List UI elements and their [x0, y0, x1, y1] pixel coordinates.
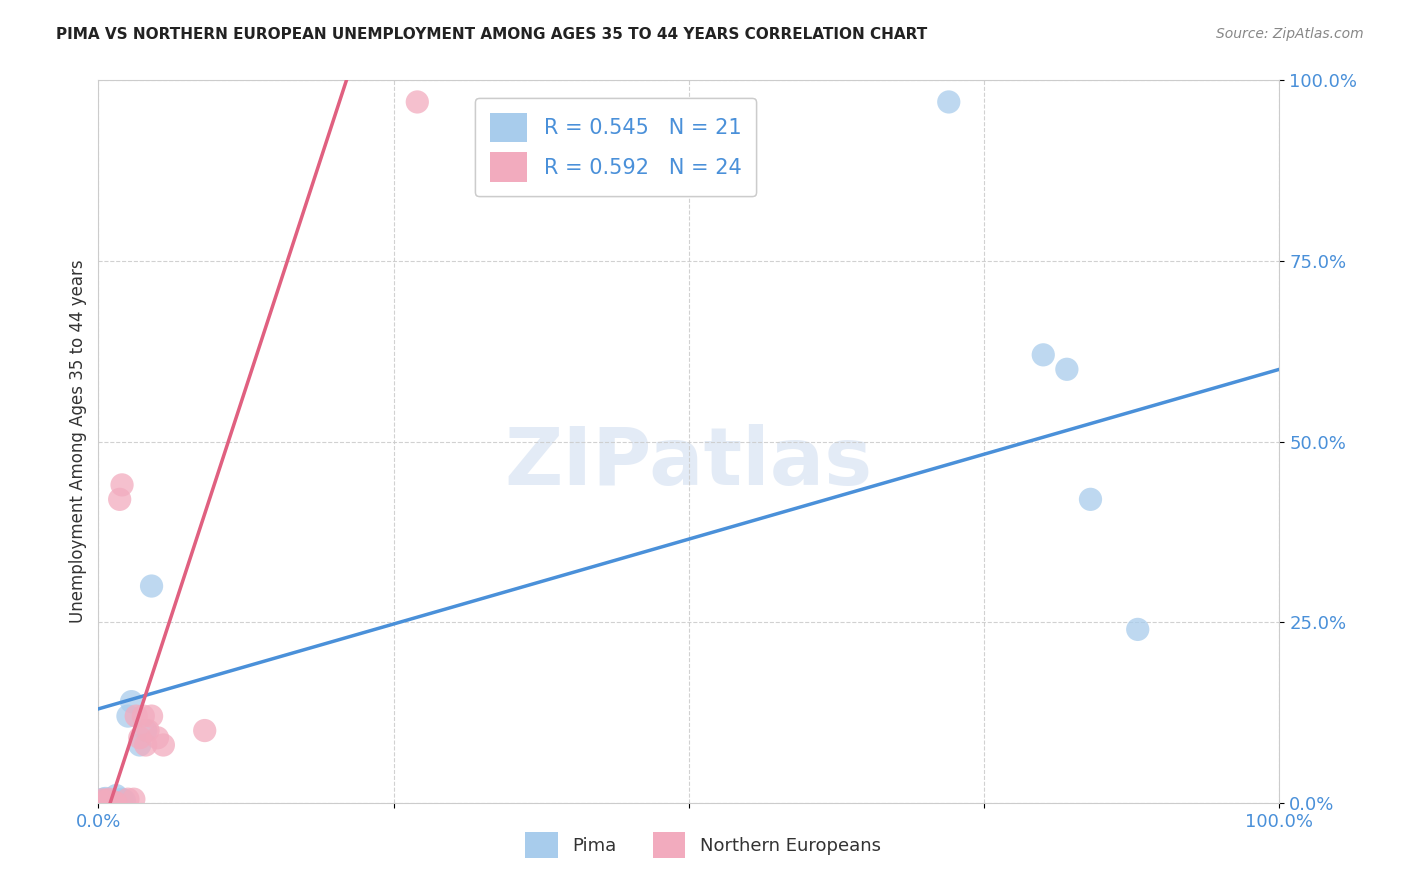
Point	[117, 709, 139, 723]
Point	[152, 738, 174, 752]
Point	[96, 794, 118, 808]
Point	[111, 792, 134, 806]
Point	[132, 709, 155, 723]
Point	[406, 95, 429, 109]
Point	[104, 796, 127, 810]
Legend: R = 0.545   N = 21, R = 0.592   N = 24: R = 0.545 N = 21, R = 0.592 N = 24	[475, 98, 756, 196]
Point	[1080, 492, 1102, 507]
Point	[97, 794, 120, 808]
Point	[91, 793, 114, 807]
Point	[1032, 348, 1054, 362]
Point	[101, 796, 124, 810]
Point	[98, 796, 121, 810]
Point	[146, 731, 169, 745]
Text: PIMA VS NORTHERN EUROPEAN UNEMPLOYMENT AMONG AGES 35 TO 44 YEARS CORRELATION CHA: PIMA VS NORTHERN EUROPEAN UNEMPLOYMENT A…	[56, 27, 928, 42]
Point	[112, 794, 135, 808]
Point	[98, 792, 121, 806]
Y-axis label: Unemployment Among Ages 35 to 44 years: Unemployment Among Ages 35 to 44 years	[69, 260, 87, 624]
Point	[122, 792, 145, 806]
Point	[91, 794, 114, 808]
Point	[93, 796, 115, 810]
Point	[938, 95, 960, 109]
Text: Source: ZipAtlas.com: Source: ZipAtlas.com	[1216, 27, 1364, 41]
Point	[128, 738, 150, 752]
Point	[136, 723, 159, 738]
Point	[121, 695, 143, 709]
Point	[97, 796, 120, 810]
Point	[108, 492, 131, 507]
Point	[98, 796, 121, 810]
Point	[105, 796, 128, 810]
Point	[104, 796, 127, 810]
Point	[135, 723, 157, 738]
Point	[1126, 623, 1149, 637]
Point	[111, 478, 134, 492]
Point	[93, 794, 115, 808]
Point	[91, 792, 114, 806]
Point	[135, 738, 157, 752]
Text: ZIPatlas: ZIPatlas	[505, 425, 873, 502]
Point	[141, 709, 163, 723]
Point	[117, 792, 139, 806]
Point	[1056, 362, 1078, 376]
Point	[94, 796, 117, 810]
Point	[94, 791, 117, 805]
Point	[105, 789, 128, 803]
Point	[125, 709, 148, 723]
Point	[194, 723, 217, 738]
Point	[141, 579, 163, 593]
Point	[101, 796, 124, 810]
Legend: Pima, Northern Europeans: Pima, Northern Europeans	[519, 825, 887, 865]
Point	[128, 731, 150, 745]
